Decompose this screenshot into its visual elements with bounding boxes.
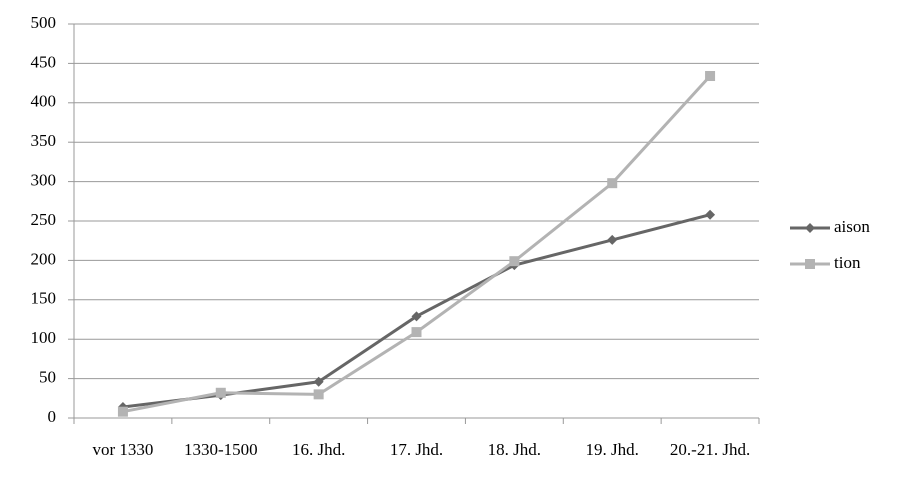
legend-label: aison: [834, 217, 870, 236]
y-tick-label: 400: [31, 92, 57, 111]
data-point: [313, 376, 324, 387]
y-tick-label: 500: [31, 13, 57, 32]
x-tick-label: 18. Jhd.: [488, 440, 541, 459]
y-tick-label: 300: [31, 171, 57, 190]
y-tick-label: 50: [39, 368, 56, 387]
y-tick-label: 100: [31, 328, 57, 347]
data-point: [117, 406, 128, 417]
data-point: [509, 256, 520, 267]
data-point: [411, 311, 422, 322]
y-tick-label: 150: [31, 289, 57, 308]
y-tick-label: 350: [31, 131, 57, 150]
data-point: [215, 387, 226, 398]
y-tick-label: 0: [48, 407, 57, 426]
legend-marker: [805, 223, 815, 233]
data-point: [411, 327, 422, 338]
legend-marker: [805, 259, 815, 269]
data-point: [705, 71, 716, 82]
y-tick-label: 200: [31, 249, 57, 268]
x-tick-label: 1330-1500: [184, 440, 258, 459]
y-tick-label: 450: [31, 52, 57, 71]
data-point: [607, 234, 618, 245]
x-tick-label: 17. Jhd.: [390, 440, 443, 459]
data-point: [705, 209, 716, 220]
x-tick-label: 20.-21. Jhd.: [670, 440, 750, 459]
series-line: [122, 74, 712, 414]
y-tick-label: 250: [31, 210, 57, 229]
legend-label: tion: [834, 253, 861, 272]
x-tick-label: 16. Jhd.: [292, 440, 345, 459]
data-point: [607, 178, 618, 189]
x-tick-label: 19. Jhd.: [586, 440, 639, 459]
x-tick-label: vor 1330: [92, 440, 153, 459]
data-point: [313, 389, 324, 400]
